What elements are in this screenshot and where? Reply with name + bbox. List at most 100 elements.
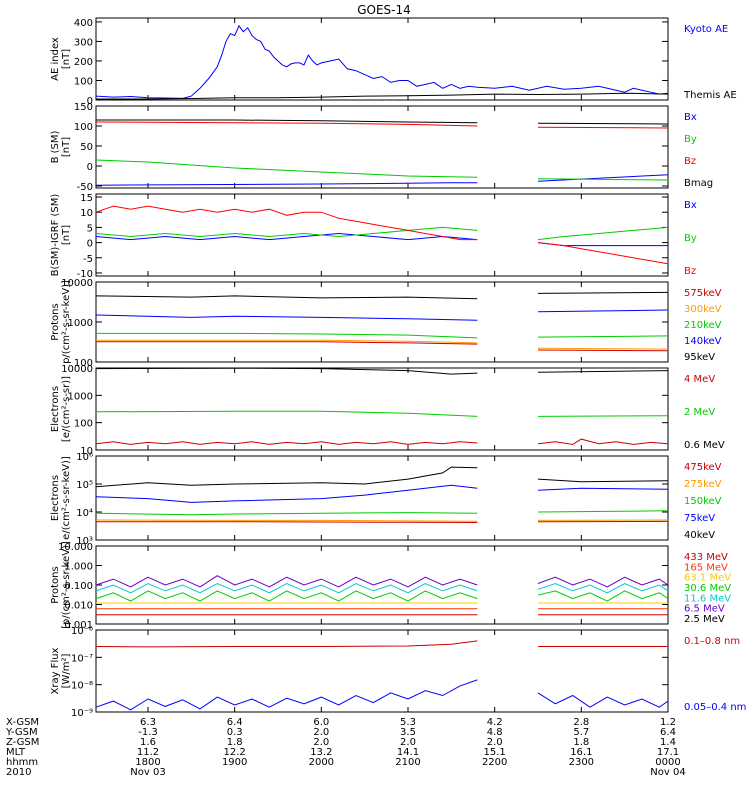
legend-label: By xyxy=(684,233,697,244)
ephemeris-row-label: MLT xyxy=(6,747,26,758)
y-tick-label: 0 xyxy=(87,162,93,173)
y-axis-label: B (SM) xyxy=(50,130,61,163)
ephemeris-value: 5.7 xyxy=(573,727,589,738)
ephemeris-value: 4.2 xyxy=(487,717,503,728)
series-line-protons1-3 xyxy=(95,309,669,321)
ephemeris-value: 5.3 xyxy=(400,717,416,728)
ephemeris-value: -1.3 xyxy=(138,727,158,738)
y-tick-label: 0.010 xyxy=(64,601,93,612)
legend-label: Bz xyxy=(684,156,696,167)
legend-label: 275keV xyxy=(684,479,722,490)
legend-label: 0.1–0.8 nm xyxy=(684,636,740,647)
y-axis-label: Xray Flux xyxy=(50,647,61,694)
y-tick-label: 10⁻⁹ xyxy=(71,708,93,719)
ephemeris-row-label: Z-GSM xyxy=(6,737,39,748)
ephemeris-row-label: hhmm xyxy=(6,757,38,768)
y-axis-label: e/(cm²-s-sr-keV)] xyxy=(61,456,72,540)
y-tick-label: 10000 xyxy=(61,364,93,375)
y-tick-label: 0.001 xyxy=(64,620,93,631)
series-line-bsm-0 xyxy=(95,174,669,186)
legend-label: 4 MeV xyxy=(684,374,715,385)
legend-label: 40keV xyxy=(684,530,715,541)
y-tick-label: 50 xyxy=(80,142,93,153)
panel-frame-electrons1 xyxy=(95,367,669,451)
y-axis-label: Electrons xyxy=(50,475,61,521)
legend-label: 165 MeV xyxy=(684,562,728,573)
y-tick-label: 10⁴ xyxy=(76,508,93,519)
series-line-protons2-5 xyxy=(95,575,669,588)
y-axis-label: p/(cm²-s-sr-keV)] xyxy=(61,280,72,364)
series-line-xray-0 xyxy=(95,640,668,648)
legend-label: 0.6 MeV xyxy=(684,440,725,451)
series-line-bsm-2 xyxy=(95,121,669,129)
panel-frame-bdiff xyxy=(95,193,669,277)
y-tick-label: 10⁻⁸ xyxy=(71,681,93,692)
y-tick-label: 10⁶ xyxy=(76,452,93,463)
legend-label: Bx xyxy=(684,112,697,123)
series-line-electrons2-3 xyxy=(95,484,669,503)
y-tick-label: 10.000 xyxy=(58,542,93,553)
series-line-electrons1-1 xyxy=(95,410,669,417)
ephemeris-value: 1900 xyxy=(222,757,247,768)
legend-label: 11.6 MeV xyxy=(684,593,731,604)
ephemeris-value: 1.4 xyxy=(660,737,676,748)
y-tick-label: 150 xyxy=(74,102,93,113)
ephemeris-value: 2.0 xyxy=(313,737,329,748)
y-tick-label: 10⁻⁷ xyxy=(71,653,93,664)
ephemeris-row-label: 2010 xyxy=(6,767,31,778)
series-line-ae-0 xyxy=(95,24,669,99)
legend-label: Bmag xyxy=(684,178,713,189)
ephemeris-value: 6.4 xyxy=(227,717,243,728)
ephemeris-value: 2.0 xyxy=(487,737,503,748)
series-line-protons1-2 xyxy=(96,332,669,339)
legend-label: 475keV xyxy=(684,462,722,473)
legend-label: Themis AE xyxy=(683,90,737,101)
ephemeris-value: 16.1 xyxy=(570,747,592,758)
y-tick-label: 1.000 xyxy=(64,562,93,573)
y-tick-label: 100 xyxy=(74,358,93,369)
series-line-xray-1 xyxy=(95,679,669,711)
panel-frame-electrons2 xyxy=(95,455,669,541)
ephemeris-value: 12.2 xyxy=(224,747,246,758)
ephemeris-value: 2.8 xyxy=(573,717,589,728)
y-tick-label: 10000 xyxy=(61,278,93,289)
chart-title: GOES-14 xyxy=(357,3,411,17)
series-line-electrons2-4 xyxy=(95,466,669,488)
series-line-protons1-4 xyxy=(95,291,669,300)
y-axis-label: [p/(cm²-s-sr-keV)] xyxy=(61,541,72,629)
y-tick-label: -10 xyxy=(77,269,93,280)
legend-label: 140keV xyxy=(684,336,722,347)
series-line-electrons2-0 xyxy=(96,520,669,523)
y-axis-label: B(SM)-IGRF (SM) xyxy=(50,194,61,277)
ephemeris-value: 1.6 xyxy=(140,737,156,748)
ephemeris-value: 2000 xyxy=(309,757,334,768)
ephemeris-value: 13.2 xyxy=(310,747,332,758)
series-line-ae-1 xyxy=(96,92,669,100)
ephemeris-value: 1.8 xyxy=(573,737,589,748)
y-tick-label: 200 xyxy=(74,57,93,68)
y-tick-label: -5 xyxy=(83,254,93,265)
panel-frame-ae xyxy=(95,17,669,101)
legend-label: 63.1 MeV xyxy=(684,573,731,584)
y-axis-label: AE index xyxy=(50,37,61,81)
y-axis-label: Electrons xyxy=(50,386,61,432)
series-line-protons2-4 xyxy=(95,582,669,594)
legend-label: 575keV xyxy=(684,288,722,299)
y-tick-label: 10 xyxy=(80,208,93,219)
series-line-electrons1-0 xyxy=(95,438,669,445)
legend-label: 2 MeV xyxy=(684,407,715,418)
ephemeris-row-label: X-GSM xyxy=(6,717,39,728)
ephemeris-row-label: Y-GSM xyxy=(5,727,38,738)
series-line-protons1-1 xyxy=(96,339,669,350)
y-tick-label: 100 xyxy=(74,419,93,430)
legend-label: 30.6 MeV xyxy=(684,583,731,594)
y-axis-label: [e/(cm²-s-sr)] xyxy=(61,376,72,442)
ephemeris-value: 0.3 xyxy=(227,727,243,738)
legend-label: 0.05–0.4 nm xyxy=(684,702,746,713)
ephemeris-value: 2.0 xyxy=(313,727,329,738)
y-tick-label: 1000 xyxy=(68,318,93,329)
ephemeris-value: 1.8 xyxy=(227,737,243,748)
series-line-electrons2-1 xyxy=(95,519,669,522)
legend-label: 433 MeV xyxy=(684,552,728,563)
